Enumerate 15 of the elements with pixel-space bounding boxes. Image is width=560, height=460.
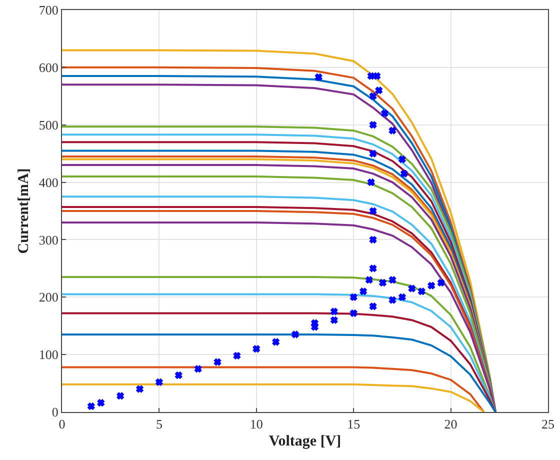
y-tick-label: 300 <box>38 232 58 248</box>
x-tick-label: 5 <box>156 416 162 432</box>
x-axis-title: Voltage [V] <box>268 434 342 450</box>
y-tick-label: 200 <box>38 290 58 305</box>
x-tick-label: 10 <box>250 416 263 432</box>
x-tick-label: 15 <box>347 416 360 432</box>
y-tick-label: 500 <box>38 117 58 132</box>
x-tick-label: 25 <box>542 416 554 432</box>
y-axis-title: Current[mA] <box>16 168 32 254</box>
y-tick-label: 100 <box>38 347 58 362</box>
x-tick-label: 20 <box>444 416 458 432</box>
y-tick-label: 700 <box>38 2 58 18</box>
y-tick-label: 400 <box>38 174 58 190</box>
y-tick-label: 0 <box>52 404 58 420</box>
y-tick-label: 600 <box>38 60 58 75</box>
